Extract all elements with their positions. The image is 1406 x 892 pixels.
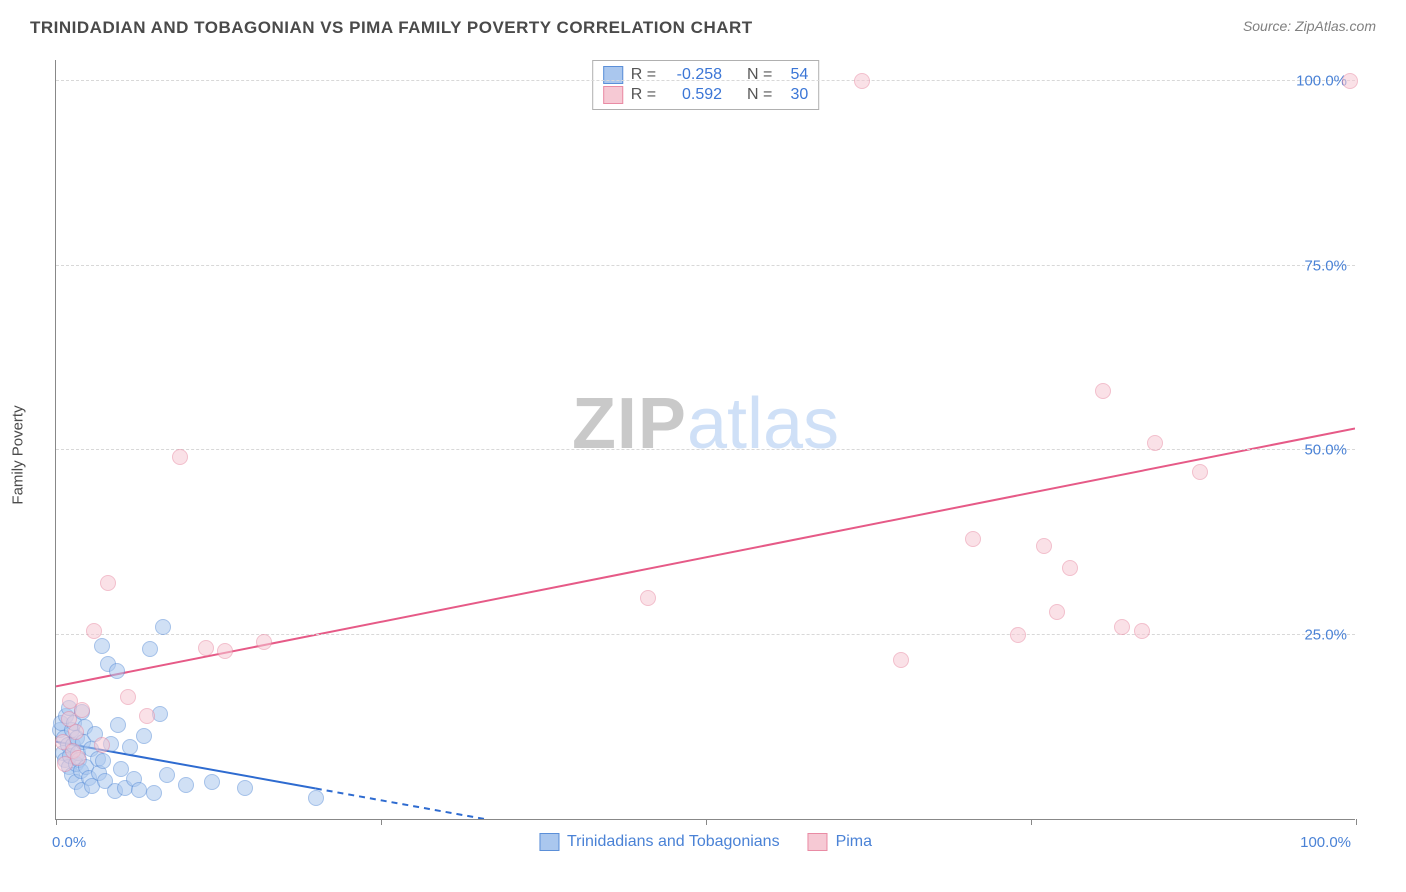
y-tick-label: 25.0%	[1304, 626, 1347, 643]
x-tick	[1356, 819, 1357, 825]
data-point	[142, 641, 158, 657]
x-tick-100: 100.0%	[1300, 834, 1351, 851]
n-label: N =	[747, 66, 772, 84]
data-point	[139, 708, 155, 724]
r-value-1: -0.258	[664, 66, 722, 84]
legend-label-1: Trinidadians and Tobagonians	[567, 833, 780, 851]
data-point	[965, 531, 981, 547]
data-point	[70, 750, 86, 766]
y-tick-label: 50.0%	[1304, 442, 1347, 459]
data-point	[68, 724, 84, 740]
y-tick-label: 75.0%	[1304, 257, 1347, 274]
data-point	[178, 777, 194, 793]
data-point	[1114, 619, 1130, 635]
legend-item-2: Pima	[808, 833, 872, 851]
data-point	[854, 73, 870, 89]
data-point	[95, 753, 111, 769]
data-point	[159, 767, 175, 783]
r-value-2: 0.592	[664, 86, 722, 104]
legend-label-2: Pima	[836, 833, 872, 851]
gridline	[56, 265, 1355, 266]
data-point	[198, 640, 214, 656]
gridline	[56, 80, 1355, 81]
data-point	[1010, 627, 1026, 643]
data-point	[1095, 383, 1111, 399]
legend: Trinidadians and Tobagonians Pima	[539, 833, 872, 851]
data-point	[1192, 464, 1208, 480]
stats-row-series-2: R = 0.592 N = 30	[603, 85, 809, 105]
gridline	[56, 634, 1355, 635]
data-point	[217, 643, 233, 659]
swatch-series-2	[603, 86, 623, 104]
legend-item-1: Trinidadians and Tobagonians	[539, 833, 780, 851]
r-label: R =	[631, 86, 656, 104]
legend-swatch-2	[808, 833, 828, 851]
r-label: R =	[631, 66, 656, 84]
n-value-1: 54	[780, 66, 808, 84]
data-point	[122, 739, 138, 755]
source-label: Source: ZipAtlas.com	[1243, 18, 1376, 34]
swatch-series-1	[603, 66, 623, 84]
data-point	[256, 634, 272, 650]
gridline	[56, 449, 1355, 450]
data-point	[94, 737, 110, 753]
x-tick	[56, 819, 57, 825]
data-point	[204, 774, 220, 790]
data-point	[640, 590, 656, 606]
data-point	[237, 780, 253, 796]
data-point	[893, 652, 909, 668]
data-point	[172, 449, 188, 465]
data-point	[155, 619, 171, 635]
n-label: N =	[747, 86, 772, 104]
data-point	[136, 728, 152, 744]
data-point	[146, 785, 162, 801]
chart-container: Family Poverty ZIPatlas R = -0.258 N = 5…	[30, 50, 1380, 860]
data-point	[1036, 538, 1052, 554]
data-point	[100, 575, 116, 591]
correlation-stats-box: R = -0.258 N = 54 R = 0.592 N = 30	[592, 60, 820, 110]
n-value-2: 30	[780, 86, 808, 104]
data-point	[94, 638, 110, 654]
x-tick-0: 0.0%	[52, 834, 86, 851]
watermark: ZIPatlas	[572, 383, 839, 465]
data-point	[1049, 604, 1065, 620]
data-point	[1134, 623, 1150, 639]
data-point	[308, 790, 324, 806]
x-tick	[1031, 819, 1032, 825]
scatter-plot: ZIPatlas R = -0.258 N = 54 R = 0.592 N =…	[55, 60, 1355, 820]
x-tick	[706, 819, 707, 825]
chart-title: TRINIDADIAN AND TOBAGONIAN VS PIMA FAMIL…	[30, 18, 753, 38]
y-axis-label: Family Poverty	[10, 405, 27, 504]
data-point	[86, 623, 102, 639]
data-point	[120, 689, 136, 705]
data-point	[1342, 73, 1358, 89]
data-point	[74, 702, 90, 718]
data-point	[109, 663, 125, 679]
data-point	[1147, 435, 1163, 451]
stats-row-series-1: R = -0.258 N = 54	[603, 65, 809, 85]
y-tick-label: 100.0%	[1296, 73, 1347, 90]
data-point	[1062, 560, 1078, 576]
x-tick	[381, 819, 382, 825]
legend-swatch-1	[539, 833, 559, 851]
data-point	[110, 717, 126, 733]
